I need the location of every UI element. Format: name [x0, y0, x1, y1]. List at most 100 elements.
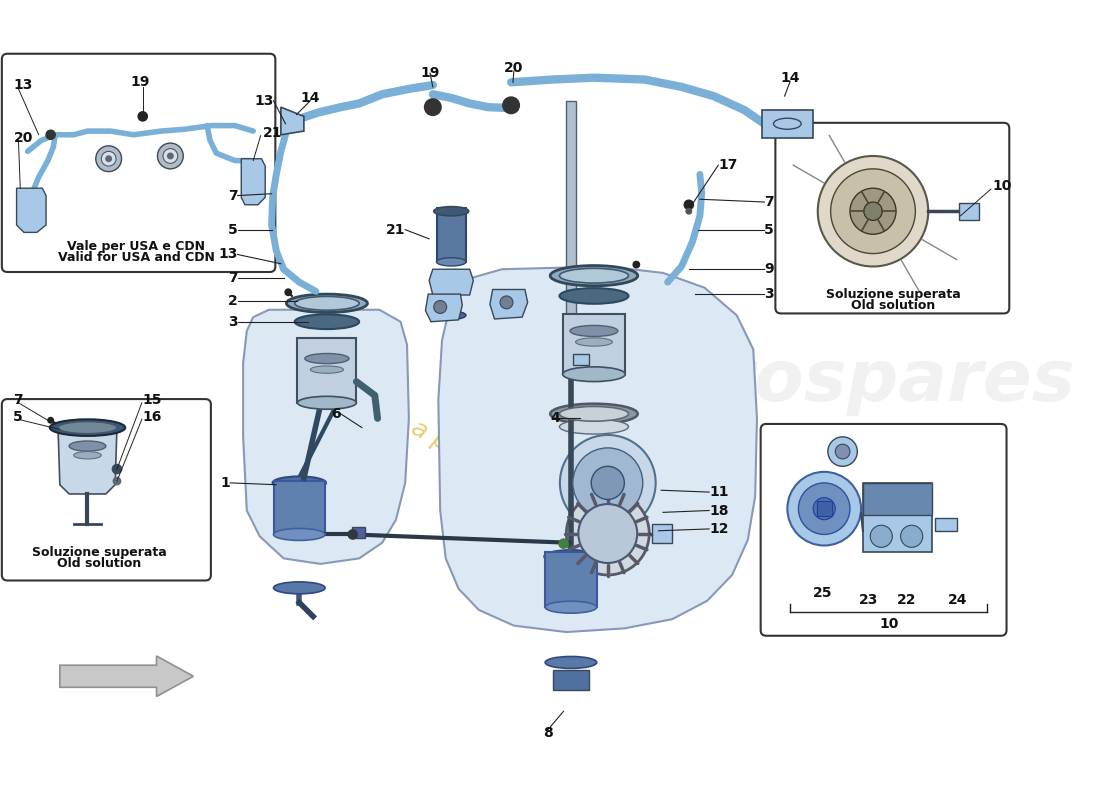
Circle shape [101, 151, 116, 166]
Text: 16: 16 [143, 410, 162, 423]
Circle shape [870, 526, 892, 547]
Bar [652, 524, 672, 542]
Polygon shape [16, 188, 46, 232]
FancyBboxPatch shape [776, 123, 1010, 314]
Text: 7: 7 [228, 271, 238, 286]
Ellipse shape [274, 582, 326, 594]
Circle shape [560, 435, 656, 530]
Circle shape [348, 530, 358, 539]
Text: 5: 5 [228, 222, 238, 237]
Text: 20: 20 [504, 62, 524, 75]
Text: 9: 9 [764, 262, 774, 276]
Bar [352, 527, 365, 538]
Bar [958, 203, 979, 219]
Text: Soluzione superata: Soluzione superata [826, 287, 960, 301]
Bar [274, 481, 326, 534]
Text: 17: 17 [718, 158, 738, 172]
Bar [437, 209, 466, 262]
Text: 15: 15 [143, 393, 162, 407]
Ellipse shape [563, 367, 625, 382]
Bar [817, 502, 832, 516]
Text: eurospares: eurospares [619, 347, 1076, 416]
Ellipse shape [437, 311, 466, 319]
Ellipse shape [305, 354, 349, 364]
Text: Valid for USA and CDN: Valid for USA and CDN [58, 250, 214, 264]
Text: Soluzione superata: Soluzione superata [32, 546, 167, 559]
Bar [566, 101, 575, 317]
Circle shape [788, 472, 861, 546]
Ellipse shape [437, 258, 466, 266]
Polygon shape [243, 310, 409, 564]
Ellipse shape [560, 288, 628, 304]
Bar [762, 110, 813, 138]
Polygon shape [58, 428, 117, 494]
FancyBboxPatch shape [2, 54, 275, 272]
Bar [573, 354, 590, 365]
Bar [546, 552, 596, 607]
Polygon shape [429, 270, 473, 295]
Circle shape [684, 200, 693, 210]
Ellipse shape [550, 404, 638, 424]
Circle shape [559, 539, 569, 548]
Text: 21: 21 [386, 222, 405, 237]
Text: Old solution: Old solution [57, 558, 142, 570]
Bar [552, 670, 590, 690]
Circle shape [106, 156, 111, 162]
Circle shape [500, 296, 513, 309]
Polygon shape [426, 294, 462, 322]
Circle shape [828, 437, 857, 466]
Text: 7: 7 [764, 195, 774, 209]
Ellipse shape [74, 451, 101, 459]
Text: 23: 23 [859, 593, 878, 607]
Ellipse shape [310, 366, 343, 374]
Bar [862, 483, 932, 552]
Text: 19: 19 [420, 66, 440, 80]
Circle shape [573, 448, 642, 518]
Circle shape [830, 169, 915, 254]
Ellipse shape [575, 338, 613, 346]
Circle shape [591, 466, 625, 499]
Ellipse shape [550, 266, 638, 286]
FancyBboxPatch shape [761, 424, 1006, 636]
Circle shape [433, 301, 447, 314]
Circle shape [112, 465, 122, 474]
Circle shape [686, 209, 692, 214]
Bar [935, 518, 957, 530]
Text: 5: 5 [13, 410, 23, 423]
Ellipse shape [297, 396, 356, 410]
Text: 20: 20 [14, 130, 33, 145]
Ellipse shape [69, 441, 106, 451]
Text: Vale per USA e CDN: Vale per USA e CDN [67, 240, 206, 253]
Circle shape [901, 526, 923, 547]
Text: 4: 4 [550, 411, 560, 426]
Text: 10: 10 [992, 179, 1012, 194]
Bar [862, 483, 932, 515]
Text: 25: 25 [813, 586, 832, 600]
Circle shape [285, 289, 292, 295]
Ellipse shape [50, 419, 125, 436]
Text: 22: 22 [898, 593, 916, 607]
Text: 6: 6 [331, 407, 341, 421]
Circle shape [167, 154, 173, 158]
Text: 24: 24 [948, 593, 968, 607]
Polygon shape [490, 290, 528, 319]
Circle shape [425, 99, 441, 115]
Text: 3: 3 [228, 314, 238, 329]
Text: 12: 12 [710, 522, 728, 536]
Circle shape [864, 202, 882, 221]
Ellipse shape [286, 294, 367, 313]
Ellipse shape [546, 602, 596, 613]
Text: 1: 1 [220, 476, 230, 490]
Ellipse shape [295, 314, 359, 329]
Polygon shape [241, 158, 265, 205]
Text: 13: 13 [254, 94, 274, 108]
Text: 5: 5 [764, 222, 774, 237]
Ellipse shape [560, 419, 628, 434]
Text: 7: 7 [228, 189, 238, 202]
Ellipse shape [560, 268, 628, 283]
Circle shape [813, 498, 835, 520]
Ellipse shape [560, 406, 628, 421]
Text: 14: 14 [300, 91, 320, 105]
Circle shape [163, 149, 178, 163]
Polygon shape [280, 107, 304, 134]
